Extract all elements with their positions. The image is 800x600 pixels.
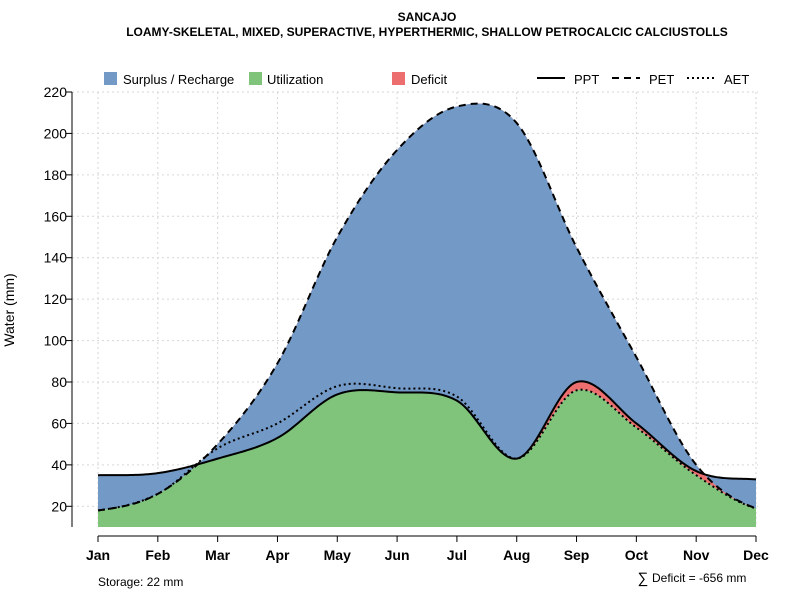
legend-label-aet: AET (724, 72, 749, 87)
legend-label-surplus: Surplus / Recharge (123, 72, 234, 87)
x-tick-label-nov: Nov (683, 547, 710, 563)
deficit-symbol: ∑ (638, 570, 649, 587)
legend: Surplus / Recharge Utilization Deficit P… (104, 72, 749, 87)
chart-title: SANCAJO (398, 10, 457, 24)
axes: 20 40 60 80 100 120 140 160 180 200 220 Jan Feb Mar Ap… (44, 84, 769, 563)
y-tick-label-40: 40 (51, 457, 67, 473)
y-tick-label-160: 160 (44, 208, 68, 224)
line-layer (97, 102, 757, 512)
series-line-ppt (97, 380, 757, 481)
x-tick-label-dec: Dec (743, 547, 769, 563)
legend-label-utilization: Utilization (267, 72, 323, 87)
x-tick-label-apr: Apr (265, 547, 290, 563)
area-surplus-overlay (98, 103, 756, 511)
chart-subtitle: LOAMY-SKELETAL, MIXED, SUPERACTIVE, HYPE… (126, 25, 728, 39)
y-tick-label-180: 180 (44, 167, 68, 183)
series-line-pet (97, 102, 757, 512)
y-axis-label: Water (mm) (1, 273, 17, 346)
x-tick-label-aug: Aug (503, 547, 530, 563)
x-tick-label-oct: Oct (625, 547, 649, 563)
legend-label-pet: PET (649, 72, 674, 87)
y-tick-label-120: 120 (44, 291, 68, 307)
y-tick-label-20: 20 (51, 498, 67, 514)
x-tick-label-feb: Feb (145, 547, 170, 563)
y-tick-label-220: 220 (44, 84, 68, 100)
x-tick-label-may: May (324, 547, 351, 563)
y-tick-label-80: 80 (51, 374, 67, 390)
legend-swatch-deficit (392, 72, 405, 85)
y-tick-label-200: 200 (44, 125, 68, 141)
y-tick-label-60: 60 (51, 415, 67, 431)
x-tick-label-jun: Jun (385, 547, 410, 563)
x-tick-label-jul: Jul (447, 547, 467, 563)
legend-swatch-surplus (104, 72, 117, 85)
x-tick-label-jan: Jan (86, 547, 110, 563)
area-layer (98, 103, 756, 527)
storage-note: Storage: 22 mm (98, 575, 183, 589)
deficit-note: Deficit = -656 mm (652, 571, 746, 585)
y-tick-label-100: 100 (44, 333, 68, 349)
y-tick-label-140: 140 (44, 250, 68, 266)
legend-label-ppt: PPT (574, 72, 599, 87)
legend-label-deficit: Deficit (411, 72, 448, 87)
x-tick-label-sep: Sep (564, 547, 590, 563)
x-tick-label-mar: Mar (205, 547, 230, 563)
area-utilization (98, 383, 756, 527)
legend-swatch-utilization (249, 72, 262, 85)
